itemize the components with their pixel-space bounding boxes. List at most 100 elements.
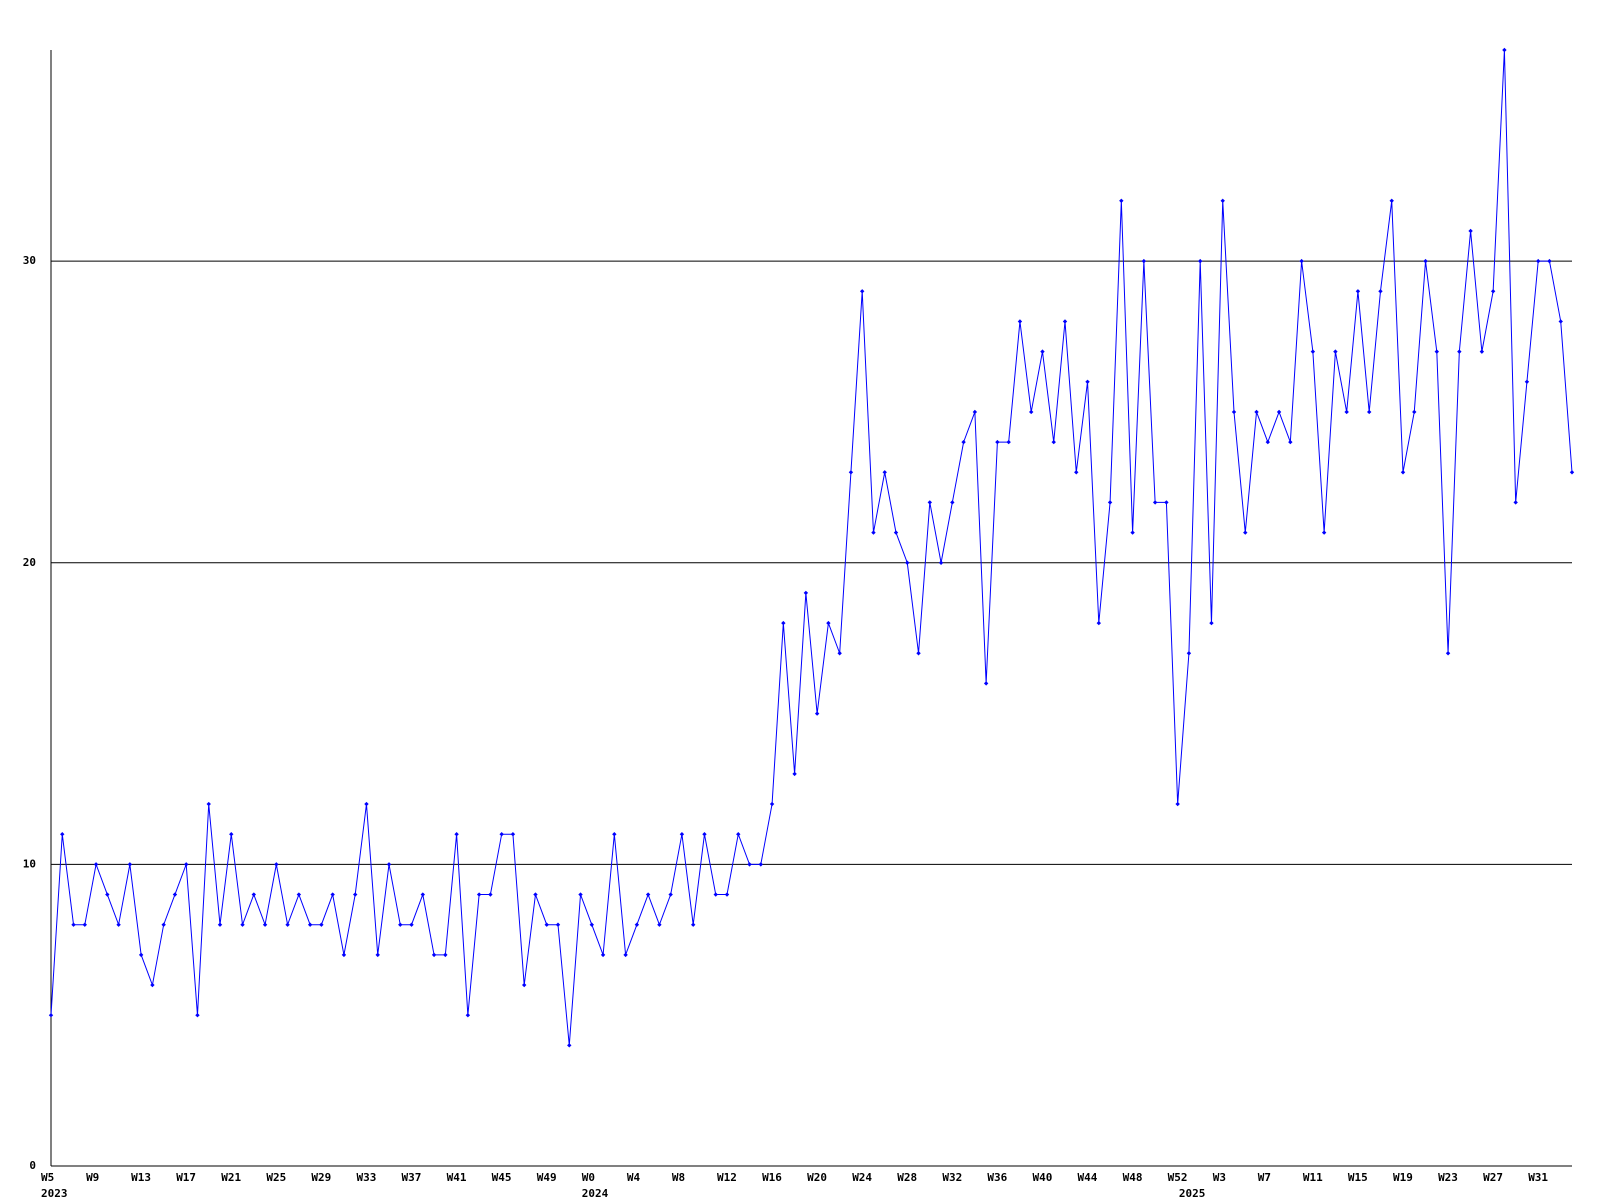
- x-tick-label: W7: [1258, 1171, 1271, 1184]
- x-tick-label: W31: [1528, 1171, 1548, 1184]
- x-tick-label: W16: [762, 1171, 782, 1184]
- data-point: [71, 922, 76, 927]
- y-tick-label: 30: [23, 254, 36, 267]
- data-point: [1085, 379, 1090, 384]
- x-tick-label: W20: [807, 1171, 827, 1184]
- data-point: [961, 439, 966, 445]
- data-point: [184, 862, 189, 867]
- data-point: [1412, 409, 1417, 415]
- data-point: [138, 952, 144, 958]
- data-point: [1457, 349, 1462, 354]
- x-tick-label: W21: [221, 1171, 241, 1184]
- data-point: [578, 892, 583, 897]
- data-point: [1186, 651, 1192, 656]
- data-point: [792, 771, 797, 777]
- data-point: [1479, 349, 1485, 354]
- data-point: [1017, 319, 1023, 324]
- data-point: [668, 892, 673, 897]
- data-point: [1107, 500, 1113, 505]
- data-point: [1378, 289, 1383, 294]
- x-tick-label: W33: [356, 1171, 376, 1184]
- data-point: [882, 470, 887, 475]
- data-point: [747, 862, 752, 867]
- data-point: [1265, 439, 1270, 445]
- x-tick-label: W27: [1483, 1171, 1503, 1184]
- data-point: [1513, 500, 1518, 505]
- data-point: [713, 892, 718, 897]
- data-point: [814, 711, 820, 716]
- data-point: [60, 832, 65, 837]
- data-point: [1051, 439, 1056, 445]
- data-point: [1130, 530, 1135, 535]
- data-point: [1310, 349, 1316, 354]
- data-point: [691, 922, 696, 927]
- data-point: [589, 922, 594, 927]
- data-point: [1096, 620, 1101, 626]
- data-point: [679, 832, 685, 837]
- x-tick-label: W28: [897, 1171, 917, 1184]
- data-point: [657, 922, 662, 927]
- data-point: [893, 530, 899, 535]
- x-tick-label: W37: [402, 1171, 422, 1184]
- x-tick-label: W24: [852, 1171, 872, 1184]
- data-point: [1547, 258, 1552, 264]
- y-tick-label: 0: [29, 1159, 36, 1172]
- data-point: [1198, 258, 1203, 264]
- x-tick-label: W0: [582, 1171, 595, 1184]
- x-tick-label: W25: [266, 1171, 286, 1184]
- data-point: [375, 952, 380, 958]
- data-point: [420, 892, 425, 897]
- data-point: [1276, 409, 1282, 415]
- year-label: 2024: [582, 1187, 609, 1200]
- year-label: 2023: [41, 1187, 68, 1200]
- data-point: [48, 1012, 54, 1018]
- data-point: [1243, 530, 1248, 535]
- x-tick-label: W17: [176, 1171, 196, 1184]
- data-point: [803, 590, 809, 596]
- data-point: [905, 560, 910, 565]
- data-point: [1558, 319, 1563, 324]
- x-tick-label: W9: [86, 1171, 99, 1184]
- x-tick-label: W49: [537, 1171, 557, 1184]
- y-tick-label: 20: [23, 556, 36, 569]
- data-point: [1299, 258, 1304, 264]
- data-point: [364, 801, 369, 807]
- data-point: [386, 862, 392, 867]
- data-point: [127, 862, 133, 867]
- data-point: [1423, 258, 1428, 264]
- data-point: [398, 922, 403, 927]
- data-point: [1209, 620, 1214, 626]
- data-point: [1536, 258, 1541, 264]
- data-line: [50, 49, 1573, 1046]
- data-point: [623, 952, 628, 958]
- data-point: [758, 862, 763, 867]
- data-point: [612, 832, 617, 837]
- data-point: [353, 892, 358, 897]
- data-point: [1175, 801, 1180, 807]
- data-point: [488, 892, 493, 897]
- data-point: [217, 922, 223, 927]
- data-point: [206, 801, 211, 807]
- data-point: [1152, 500, 1158, 505]
- x-tick-label: W12: [717, 1171, 737, 1184]
- data-point: [195, 1012, 200, 1018]
- data-point: [319, 922, 324, 927]
- x-tick-label: W36: [987, 1171, 1007, 1184]
- data-point: [848, 470, 854, 475]
- x-tick-label: W15: [1348, 1171, 1368, 1184]
- x-tick-label: W19: [1393, 1171, 1413, 1184]
- data-point: [645, 892, 651, 897]
- data-point: [522, 982, 527, 988]
- x-tick-label: W5: [41, 1171, 54, 1184]
- x-tick-label: W48: [1123, 1171, 1143, 1184]
- data-point: [1231, 409, 1237, 415]
- data-point: [702, 832, 707, 837]
- year-label: 2025: [1179, 1187, 1206, 1200]
- data-point: [781, 620, 786, 626]
- data-point: [1029, 409, 1034, 415]
- data-point: [454, 832, 459, 837]
- data-point: [1344, 409, 1349, 415]
- data-point: [860, 289, 865, 294]
- data-point: [1321, 530, 1327, 535]
